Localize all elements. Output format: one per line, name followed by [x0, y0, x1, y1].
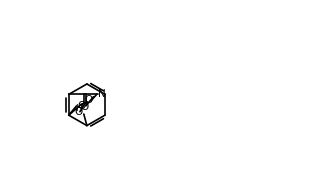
Text: N: N: [98, 89, 106, 99]
Text: H: H: [75, 104, 81, 113]
Text: O: O: [74, 108, 82, 118]
Text: O: O: [80, 102, 89, 113]
Text: O: O: [78, 101, 86, 111]
Text: O: O: [85, 95, 93, 105]
